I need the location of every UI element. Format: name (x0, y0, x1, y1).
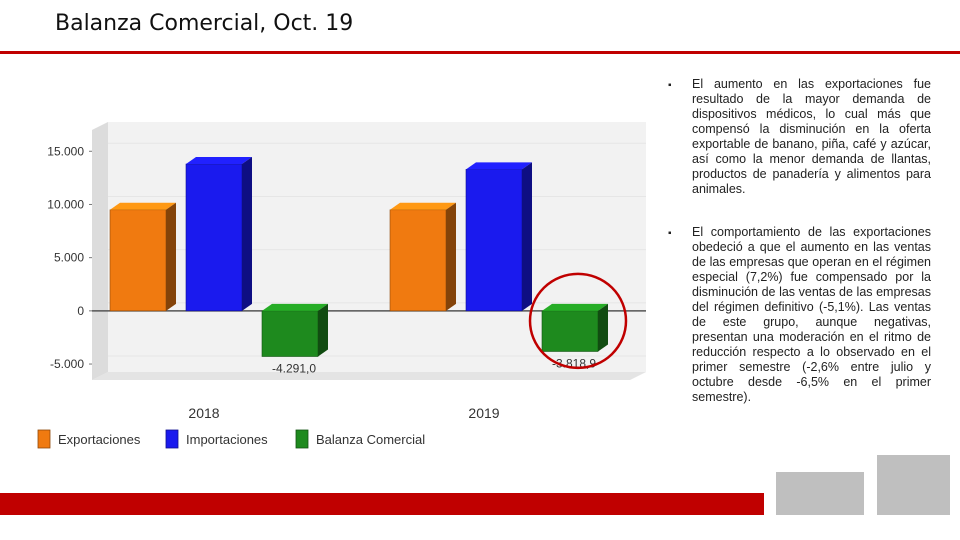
bar-side-face (242, 157, 252, 311)
legend-swatch (295, 429, 309, 449)
bar-exportaciones (389, 209, 447, 312)
bar-side-face (522, 162, 532, 311)
bar-balanza-comercial (261, 310, 319, 357)
legend-swatch (165, 429, 179, 449)
footer-gray-block (877, 455, 950, 515)
y-tick-label: 0 (77, 304, 84, 318)
footer-red-band (0, 493, 764, 515)
legend-swatch (37, 429, 51, 449)
bar-side-face (446, 202, 456, 311)
legend-label: Importaciones (186, 432, 268, 447)
bullet-list: ▪ El aumento en las exportaciones fue re… (668, 77, 931, 433)
y-tick-label: 10.000 (47, 197, 84, 211)
title-divider (0, 51, 960, 54)
plot-side-wall (92, 122, 108, 380)
footer-gray-block (776, 472, 864, 515)
bar-top-face (542, 303, 608, 311)
plot-floor (92, 372, 646, 380)
bullet-text: El aumento en las exportaciones fue resu… (692, 77, 931, 196)
bar-importaciones (185, 163, 243, 312)
bar-side-face (318, 303, 328, 357)
slide-title: Balanza Comercial, Oct. 19 (55, 11, 354, 36)
x-category-label: 2019 (468, 405, 499, 421)
bar-top-face (390, 202, 456, 210)
bar-side-face (598, 303, 608, 352)
bar-top-face (110, 202, 176, 210)
bar-balanza-comercial (541, 310, 599, 352)
bar-exportaciones (109, 209, 167, 312)
y-tick-label: 5.000 (54, 251, 84, 265)
bar-top-face (186, 157, 252, 165)
data-label: -4.291,0 (272, 362, 316, 376)
bar-importaciones (465, 169, 523, 312)
y-tick-label: 15.000 (47, 144, 84, 158)
bullet-text: El comportamiento de las exportaciones o… (692, 225, 931, 404)
bullet-item: ▪ El comportamiento de las exportaciones… (668, 225, 931, 405)
bar-top-face (262, 303, 328, 311)
bar-top-face (466, 162, 532, 170)
bar-side-face (166, 202, 176, 311)
x-category-label: 2018 (188, 405, 219, 421)
legend-label: Balanza Comercial (316, 432, 425, 447)
bullet-item: ▪ El aumento en las exportaciones fue re… (668, 77, 931, 197)
bullet-marker: ▪ (668, 228, 672, 239)
bullet-marker: ▪ (668, 80, 672, 91)
y-tick-label: -5.000 (50, 357, 84, 371)
legend-label: Exportaciones (58, 432, 141, 447)
highlight-circle (528, 272, 628, 370)
